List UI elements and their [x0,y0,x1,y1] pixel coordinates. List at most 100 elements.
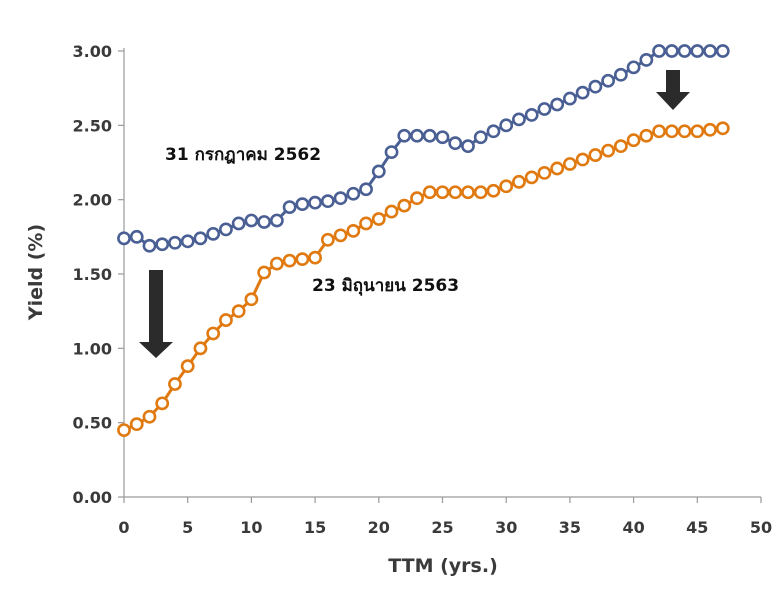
data-point [155,237,170,252]
data-point [626,60,641,75]
data-point [499,118,514,133]
data-point [537,102,552,116]
x-tick-label: 0 [118,518,129,537]
data-point [690,124,705,139]
data-point [639,53,654,67]
data-point [563,91,577,106]
data-point [575,85,590,100]
data-point [155,396,170,411]
data-point [359,216,373,231]
data-point [435,130,450,145]
down-arrow-left-icon [139,270,173,358]
data-point [422,128,437,143]
axes: 0.00 0.50 1.00 1.50 2.00 2.50 3.00 0 5 10 15 20 25 3… [73,42,773,537]
data-point [384,145,399,159]
x-tick-label: 35 [559,518,581,537]
x-tick-label: 10 [240,518,262,537]
x-ticks: 0 5 10 15 20 25 30 35 40 45 50 [118,497,772,537]
data-point [320,232,335,247]
data-point [448,136,463,151]
x-tick-label: 45 [686,518,708,537]
data-point [601,73,616,88]
data-point [142,409,157,424]
data-point [486,124,501,139]
data-point [295,197,310,212]
y-tick-label: 1.00 [73,339,112,358]
data-point [346,186,361,201]
data-point [715,44,730,58]
data-point [652,44,666,58]
x-tick-label: 25 [431,518,453,537]
data-point [333,228,348,243]
data-point [677,44,692,58]
data-point [333,191,348,206]
data-point [168,235,182,250]
y-tick-label: 0.00 [73,488,112,507]
data-point [117,423,131,437]
data-point [473,130,488,145]
data-point [715,121,730,136]
data-point [473,185,488,200]
y-tick-label: 2.50 [73,116,112,135]
data-point [219,313,233,327]
y-ticks: 0.00 0.50 1.00 1.50 2.00 2.50 3.00 [73,42,124,507]
data-point [422,185,437,200]
data-point [550,161,565,176]
data-point [461,139,475,154]
data-point [639,128,654,143]
data-point [193,341,208,356]
data-point [129,229,144,244]
data-point [397,198,412,213]
y-tick-label: 2.00 [73,191,112,210]
data-point [677,124,692,139]
data-point [410,128,424,143]
data-point [244,292,259,307]
data-point [269,213,284,228]
data-point [397,128,412,143]
y-axis-title: Yield (%) [25,224,47,321]
data-point [461,185,475,200]
data-point [282,253,297,268]
data-point [410,191,424,206]
x-tick-label: 20 [368,518,390,537]
series-label-2562: 31 กรกฎาคม 2562 [165,145,321,165]
series-label-2563: 23 มิถุนายน 2563 [312,276,459,296]
data-point [524,108,539,122]
data-point [626,133,641,148]
data-point [512,174,526,189]
data-point [499,179,514,194]
x-tick-label: 15 [304,518,326,537]
series-1 [117,44,730,253]
data-point [269,256,284,271]
series-layer [117,44,730,437]
data-point [117,231,131,246]
x-tick-label: 50 [750,518,772,537]
data-point [613,67,628,82]
data-point [359,182,373,197]
y-tick-label: 0.50 [73,414,112,433]
data-point [168,377,182,391]
data-point [435,185,450,200]
data-point [563,157,577,171]
data-point [664,124,679,139]
data-point [244,213,259,228]
y-tick-label: 1.50 [73,265,112,284]
data-point [206,326,221,341]
data-point [142,238,157,253]
y-tick-label: 3.00 [73,42,112,61]
data-point [384,204,399,219]
data-point [690,44,705,58]
data-point [575,152,590,167]
data-point [524,170,539,185]
data-point [537,166,552,180]
x-tick-label: 5 [182,518,193,537]
data-point [193,231,208,246]
data-point [257,215,272,229]
data-point [219,222,233,237]
down-arrow-right-icon [656,70,690,110]
data-point [282,200,297,214]
data-point [206,226,221,241]
data-point [346,223,361,238]
data-point [512,112,526,127]
